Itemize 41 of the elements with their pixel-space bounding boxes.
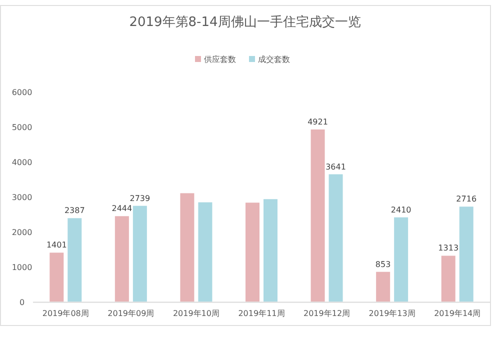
data-label: 1401 [46,240,67,250]
data-label: 2410 [390,205,412,214]
data-label: 3641 [326,162,346,172]
data-label: 2387 [64,206,85,216]
y-tick-label: 2000 [12,228,32,238]
bar [394,217,408,302]
x-tick-label: 2019年11周 [238,309,285,318]
data-label: 2716 [456,194,477,204]
y-tick-label: 3000 [12,193,32,202]
bar [264,199,278,302]
y-tick-label: 6000 [12,88,32,98]
bar [50,252,64,302]
bar [114,216,129,302]
data-label: 853 [375,260,391,269]
x-tick-label: 2019年13周 [368,309,416,318]
bar [246,202,260,302]
x-tick-label: 2019年14周 [434,309,481,318]
data-label: 4921 [308,117,328,126]
bar [132,206,147,302]
bar [459,206,474,302]
y-tick-label: 0 [19,298,25,308]
x-tick-label: 2019年12周 [304,309,350,318]
data-label: 2739 [130,194,150,203]
bar [180,193,194,302]
data-label: 2444 [112,204,132,214]
chart-title: 2019年第8-14周佛山一手住宅成交一览 [129,14,361,30]
y-tick-label: 1000 [12,263,32,272]
bar [328,174,343,302]
bar [376,272,390,302]
x-tick-label: 2019年09周 [108,309,154,318]
data-label: 1313 [438,244,459,253]
x-tick-label: 2019年10周 [172,309,220,318]
bar [310,129,325,302]
legend-label: 成交套数 [258,55,290,64]
bar [68,218,82,302]
x-tick-label: 2019年08周 [42,309,89,318]
y-tick-label: 5000 [12,123,32,132]
y-tick-label: 4000 [12,158,32,168]
bar [441,256,456,302]
bar [198,202,212,302]
legend-label: 供应套数 [204,55,236,64]
